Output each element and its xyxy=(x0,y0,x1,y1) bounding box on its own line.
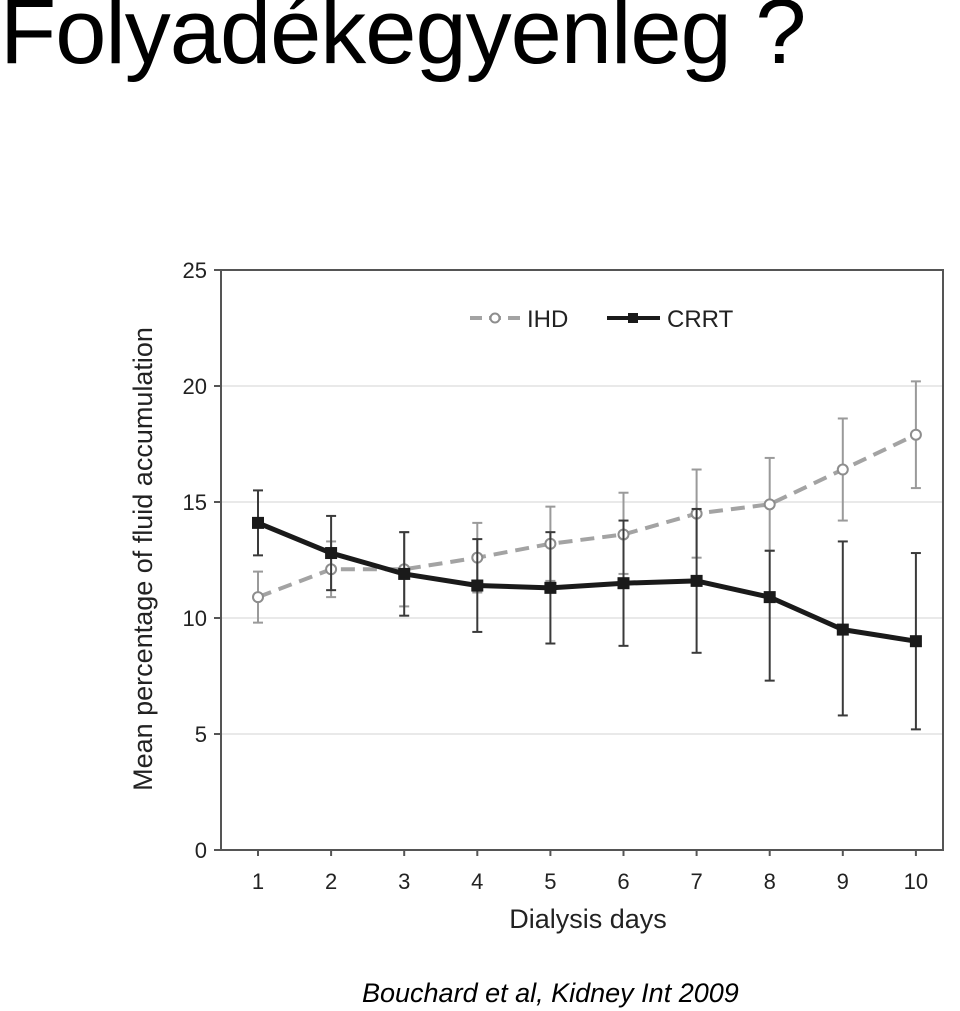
plot-frame xyxy=(220,269,944,851)
data-point-crrt xyxy=(471,579,484,592)
data-point-crrt xyxy=(252,516,264,529)
series-line-ihd xyxy=(257,432,917,599)
series-crrt xyxy=(252,489,922,731)
x-tick-label: 6 xyxy=(617,869,629,894)
data-point-crrt xyxy=(398,567,411,580)
y-tick-label: 0 xyxy=(195,838,207,863)
data-point-ihd xyxy=(252,591,264,604)
x-tick-label: 1 xyxy=(252,869,264,894)
grid-lines xyxy=(221,385,943,735)
y-tick-label: 15 xyxy=(183,490,207,515)
legend-crrt-label: CRRT xyxy=(667,306,734,333)
y-axis-title: Mean percentage of fluid accumulation xyxy=(128,327,158,791)
x-axis-title: Dialysis days xyxy=(509,904,667,934)
y-tick-label: 20 xyxy=(183,374,207,399)
y-tick-label: 10 xyxy=(183,606,207,631)
y-tick-label: 25 xyxy=(183,258,207,283)
data-point-crrt xyxy=(763,591,776,604)
x-tick-label: 4 xyxy=(471,869,483,894)
slide-title: Folyadékegyenleg ? xyxy=(0,0,806,83)
data-point-crrt xyxy=(690,574,703,587)
x-tick-label: 2 xyxy=(325,869,337,894)
legend-ihd-marker xyxy=(489,312,501,324)
series-line-crrt xyxy=(257,520,917,644)
x-tick-label: 7 xyxy=(690,869,702,894)
legend-ihd-label: IHD xyxy=(527,306,568,333)
x-tick-label: 9 xyxy=(837,869,849,894)
data-point-ihd xyxy=(909,428,922,441)
x-tick-label: 5 xyxy=(544,869,556,894)
data-point-crrt xyxy=(909,635,922,648)
data-point-ihd xyxy=(836,463,849,476)
series-layer xyxy=(252,380,922,731)
citation: Bouchard et al, Kidney Int 2009 xyxy=(362,978,739,1008)
data-point-ihd xyxy=(763,498,776,511)
data-point-crrt xyxy=(617,577,630,590)
legend-crrt-marker xyxy=(628,313,638,323)
legend: IHD CRRT xyxy=(470,306,734,333)
x-tick-label: 8 xyxy=(764,869,776,894)
data-point-crrt xyxy=(836,623,849,636)
x-tick-label: 3 xyxy=(398,869,410,894)
y-axis-ticks: 0 5 10 15 20 25 xyxy=(183,258,221,863)
x-tick-label: 10 xyxy=(904,869,928,894)
data-point-crrt xyxy=(544,581,557,594)
x-axis-ticks: 1 2 3 4 5 6 7 8 9 10 xyxy=(252,850,928,894)
y-tick-label: 5 xyxy=(195,722,207,747)
data-point-crrt xyxy=(325,547,338,560)
